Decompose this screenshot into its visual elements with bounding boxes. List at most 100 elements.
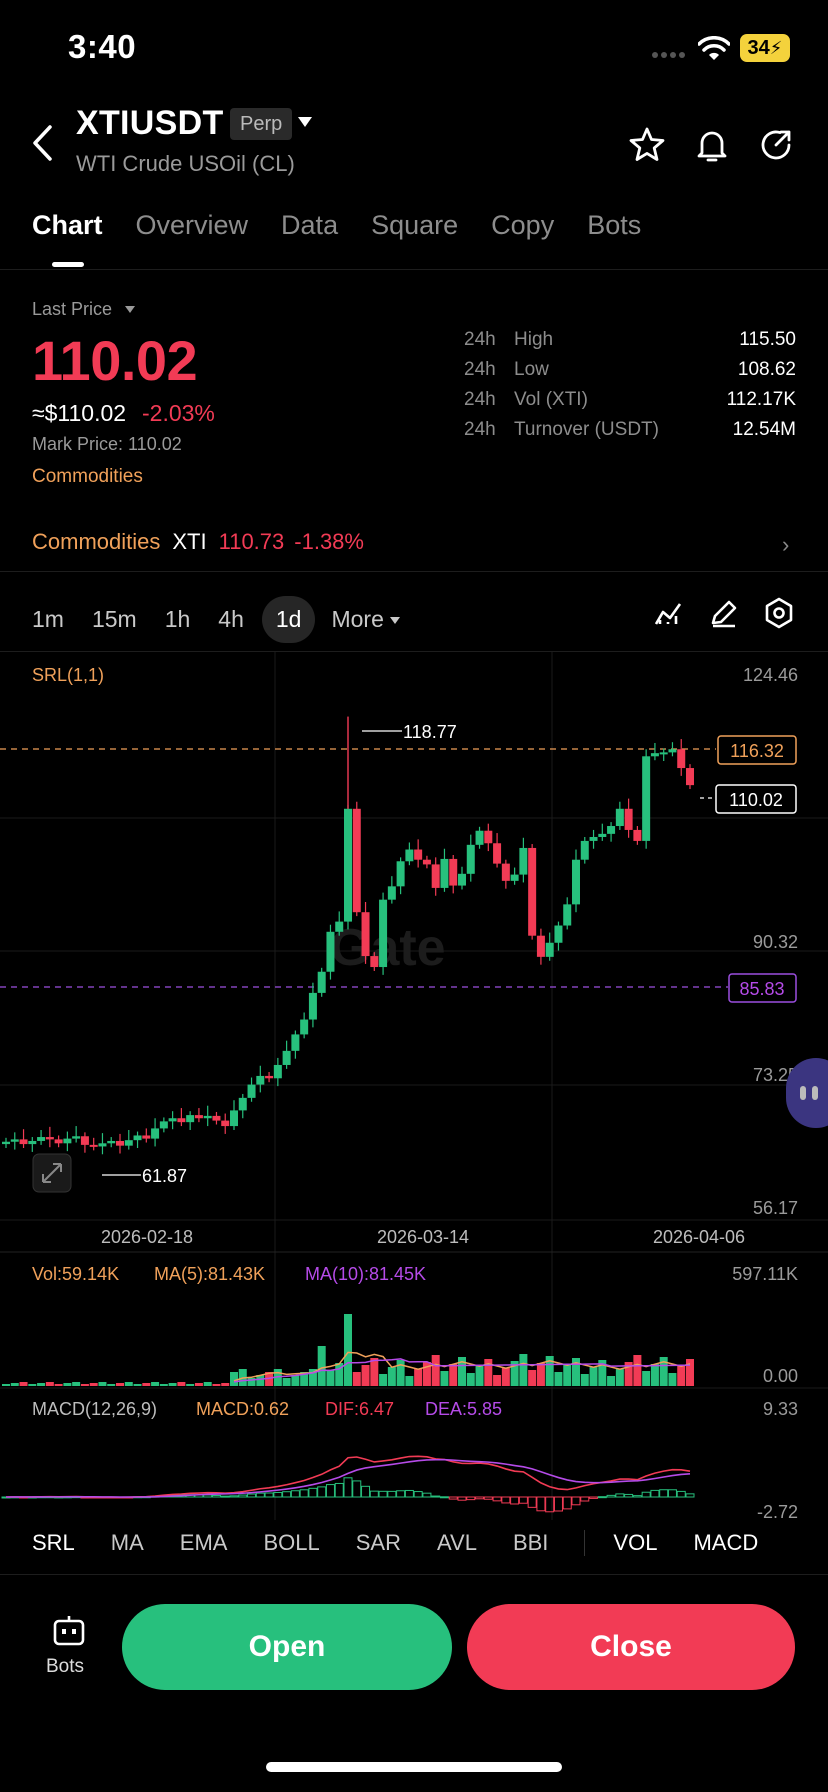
indicator-ema[interactable]: EMA <box>179 1530 228 1555</box>
candle-body <box>361 912 370 957</box>
price-change: -2.03% <box>142 400 215 426</box>
vol-label: Vol:59.14K <box>32 1264 119 1284</box>
candle-body <box>238 1097 247 1111</box>
volume-bar <box>28 1384 37 1386</box>
volume-bar <box>300 1372 309 1386</box>
volume-bar <box>598 1360 607 1386</box>
macd-bar <box>290 1490 300 1498</box>
last-price-label[interactable]: Last Price <box>32 299 113 319</box>
volume-bar <box>659 1357 668 1386</box>
volume-bar <box>282 1378 291 1386</box>
macd-bar <box>597 1496 607 1499</box>
indicator-avl[interactable]: AVL <box>437 1530 477 1555</box>
back-icon[interactable] <box>30 124 54 162</box>
macd-bar <box>273 1491 283 1498</box>
volume-bar <box>80 1384 89 1386</box>
bots-label[interactable]: Bots <box>46 1656 85 1677</box>
tab-bots[interactable]: Bots <box>587 210 642 240</box>
volume-bar <box>387 1367 396 1386</box>
symbol-title[interactable]: XTIUSDT <box>76 104 224 142</box>
interval-15m[interactable]: 15m <box>91 606 137 632</box>
dea-value: DEA:5.85 <box>425 1399 502 1419</box>
macd-bar <box>545 1496 555 1513</box>
related-ticker[interactable]: Commodities XTI 110.73 -1.38% <box>32 529 364 555</box>
candle-body <box>230 1110 238 1127</box>
volume-bar <box>335 1363 344 1386</box>
volume-bar <box>501 1368 510 1386</box>
stat-period: 24h <box>464 389 496 410</box>
stat-value: 115.50 <box>739 329 796 350</box>
close-button[interactable]: Close <box>467 1604 795 1690</box>
bots-icon[interactable] <box>52 1614 86 1648</box>
macd-bar <box>685 1493 695 1498</box>
last-price: 110.02 <box>32 329 198 392</box>
volume-bar <box>291 1375 300 1386</box>
candlestick-chart[interactable]: SRL(1,1) 124.46 90.32 73.25 56.17 Gate 1… <box>0 652 828 1520</box>
volume-bar <box>265 1372 274 1386</box>
stat-value: 108.62 <box>737 359 796 380</box>
volume-bar <box>528 1370 537 1386</box>
volume-bar <box>589 1367 598 1386</box>
ma10-label: MA(10):81.45K <box>305 1264 426 1284</box>
interval-4h[interactable]: 4h <box>218 606 244 632</box>
chevron-right-icon[interactable]: › <box>782 532 790 557</box>
indicator-vol[interactable]: VOL <box>613 1530 658 1555</box>
tab-copy[interactable]: Copy <box>491 210 555 240</box>
symbol-dropdown-icon[interactable] <box>298 117 312 127</box>
candle-body <box>528 847 537 936</box>
indicator-ma[interactable]: MA <box>110 1530 144 1555</box>
tab-overview[interactable]: Overview <box>135 210 249 240</box>
assistant-bubble[interactable] <box>786 1058 828 1128</box>
indicator-bbi[interactable]: BBI <box>512 1530 549 1555</box>
volume-bar <box>72 1382 81 1386</box>
indicator-sar[interactable]: SAR <box>355 1530 401 1555</box>
intervals-divider <box>0 651 828 652</box>
draw-icon[interactable] <box>707 596 741 630</box>
interval-more[interactable]: More <box>331 606 400 633</box>
candle-body <box>536 935 545 957</box>
last-price-caret-icon[interactable] <box>125 306 135 313</box>
volume-bar <box>19 1382 28 1386</box>
candle-body <box>440 858 449 888</box>
candle-body <box>10 1139 19 1142</box>
candle-body <box>247 1084 256 1098</box>
settings-icon[interactable] <box>762 596 796 630</box>
macd-bar <box>431 1495 441 1498</box>
macd-bar <box>676 1490 686 1498</box>
main-tabs: Chart Overview Data Square Copy Bots <box>32 210 674 241</box>
macd-bar <box>220 1495 230 1498</box>
interval-1h[interactable]: 1h <box>164 606 191 632</box>
y-tick-56: 56.17 <box>753 1198 798 1218</box>
bell-icon[interactable] <box>692 125 732 165</box>
candle-body <box>124 1140 133 1146</box>
volume-bar <box>212 1384 221 1386</box>
indicator-srl[interactable]: SRL <box>32 1530 75 1555</box>
candle-body <box>370 956 379 968</box>
category-tag[interactable]: Commodities <box>32 466 143 487</box>
volume-bar <box>10 1383 19 1386</box>
indicator-icon[interactable] <box>652 596 686 630</box>
expand-chart-icon[interactable] <box>32 1153 72 1193</box>
macd-bar <box>624 1493 634 1498</box>
stat-value: 12.54M <box>732 419 796 440</box>
support-price: 85.83 <box>739 979 784 999</box>
candle-body <box>72 1136 81 1139</box>
tab-data[interactable]: Data <box>281 210 339 240</box>
candle-body <box>265 1075 274 1079</box>
tab-chart[interactable]: Chart <box>32 210 103 240</box>
candle-body <box>545 942 554 957</box>
share-icon[interactable] <box>756 125 796 165</box>
volume-bar <box>186 1384 195 1386</box>
macd-bar <box>571 1496 581 1506</box>
indicator-boll[interactable]: BOLL <box>263 1530 320 1555</box>
interval-1d[interactable]: 1d <box>261 596 316 643</box>
star-icon[interactable] <box>627 125 667 165</box>
open-button[interactable]: Open <box>122 1604 452 1690</box>
volume-bar <box>370 1358 379 1386</box>
perp-badge: Perp <box>230 108 293 140</box>
candle-body <box>352 808 361 913</box>
tab-square[interactable]: Square <box>371 210 459 240</box>
interval-1m[interactable]: 1m <box>32 606 64 632</box>
indicator-macd[interactable]: MACD <box>693 1530 759 1555</box>
volume-bar <box>308 1369 317 1386</box>
